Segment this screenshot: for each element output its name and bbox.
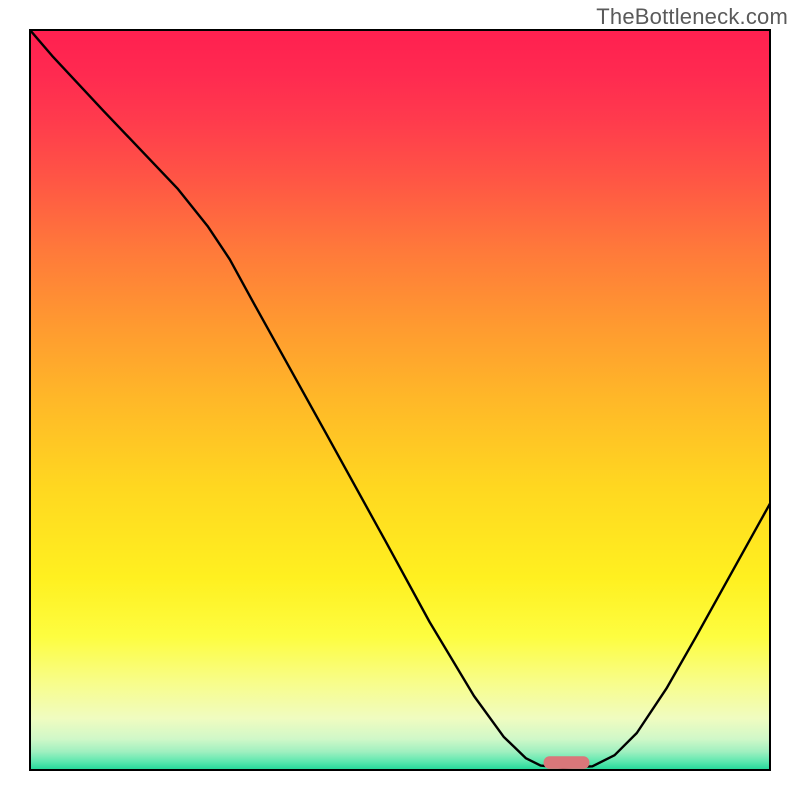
watermark-text: TheBottleneck.com xyxy=(596,4,788,30)
bottleneck-chart xyxy=(0,0,800,800)
chart-container: TheBottleneck.com xyxy=(0,0,800,800)
plot-background xyxy=(30,30,770,770)
optimum-marker xyxy=(544,756,590,769)
